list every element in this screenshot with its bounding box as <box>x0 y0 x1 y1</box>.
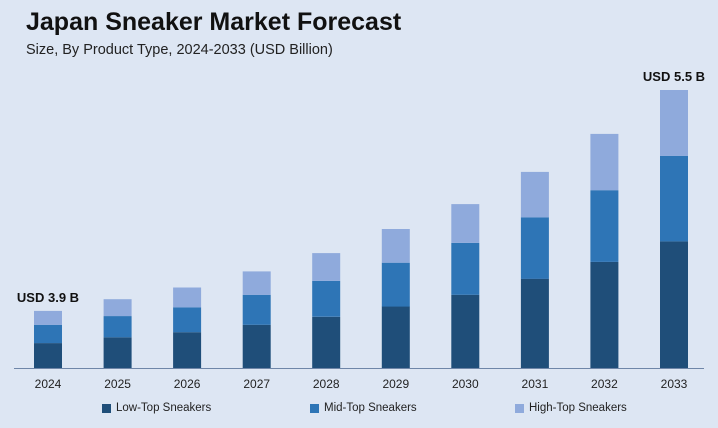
bar-high-top-2026 <box>173 287 202 308</box>
bar-low-top-2028 <box>312 316 341 368</box>
bar-mid-top-2029 <box>381 262 410 307</box>
x-tick-label-2026: 2026 <box>174 377 201 391</box>
legend-label-mid-top: Mid-Top Sneakers <box>324 402 417 414</box>
bar-high-top-2027 <box>242 271 271 295</box>
bar-mid-top-2031 <box>520 217 549 279</box>
bar-low-top-2025 <box>103 337 132 368</box>
bar-high-top-2024 <box>34 310 62 325</box>
bar-mid-top-2033 <box>660 155 688 242</box>
bar-low-top-2030 <box>451 294 480 368</box>
bar-low-top-2026 <box>173 332 202 368</box>
bar-high-top-2028 <box>312 253 341 281</box>
chart-legend: Low-Top Sneakers Mid-Top Sneakers High-T… <box>0 402 718 420</box>
x-tick-label-2024: 2024 <box>35 377 62 391</box>
bar-low-top-2032 <box>590 261 619 368</box>
bar-low-top-2031 <box>520 278 549 368</box>
bar-low-top-2029 <box>381 306 410 368</box>
legend-swatch-mid-top <box>310 403 319 413</box>
bar-mid-top-2024 <box>34 324 62 344</box>
total-label-2024: USD 3.9 B <box>17 290 79 305</box>
legend-swatch-high-top <box>515 403 524 413</box>
x-tick-label-2032: 2032 <box>591 377 618 391</box>
bar-mid-top-2026 <box>173 307 202 333</box>
legend-label-low-top: Low-Top Sneakers <box>116 402 212 414</box>
x-tick-label-2025: 2025 <box>104 377 131 391</box>
chart-title: Japan Sneaker Market Forecast <box>26 8 402 36</box>
x-tick-label-2027: 2027 <box>243 377 270 391</box>
legend-label-high-top: High-Top Sneakers <box>529 402 627 414</box>
x-tick-label-2030: 2030 <box>452 377 479 391</box>
legend-item-mid-top: Mid-Top Sneakers <box>310 402 417 414</box>
bar-high-top-2032 <box>590 133 619 191</box>
bar-high-top-2031 <box>520 171 549 218</box>
bar-high-top-2033 <box>660 90 688 156</box>
bar-low-top-2024 <box>34 343 62 368</box>
bar-low-top-2027 <box>242 324 271 368</box>
x-tick-label-2028: 2028 <box>313 377 340 391</box>
bar-mid-top-2032 <box>590 190 619 262</box>
x-tick-label-2033: 2033 <box>661 377 688 391</box>
legend-swatch-low-top <box>102 403 111 413</box>
bar-mid-top-2025 <box>103 316 132 338</box>
bar-mid-top-2028 <box>312 280 341 317</box>
bar-mid-top-2027 <box>242 294 271 325</box>
bar-high-top-2029 <box>381 229 410 263</box>
x-tick-label-2029: 2029 <box>382 377 409 391</box>
bar-high-top-2025 <box>103 299 132 316</box>
x-tick-label-2031: 2031 <box>522 377 549 391</box>
bar-low-top-2033 <box>660 241 688 368</box>
bar-high-top-2030 <box>451 204 480 243</box>
legend-item-low-top: Low-Top Sneakers <box>102 402 211 414</box>
total-label-2033: USD 5.5 B <box>643 69 705 84</box>
legend-item-high-top: High-Top Sneakers <box>515 402 627 414</box>
chart-subtitle: Size, By Product Type, 2024-2033 (USD Bi… <box>26 42 333 58</box>
bar-mid-top-2030 <box>451 242 480 295</box>
